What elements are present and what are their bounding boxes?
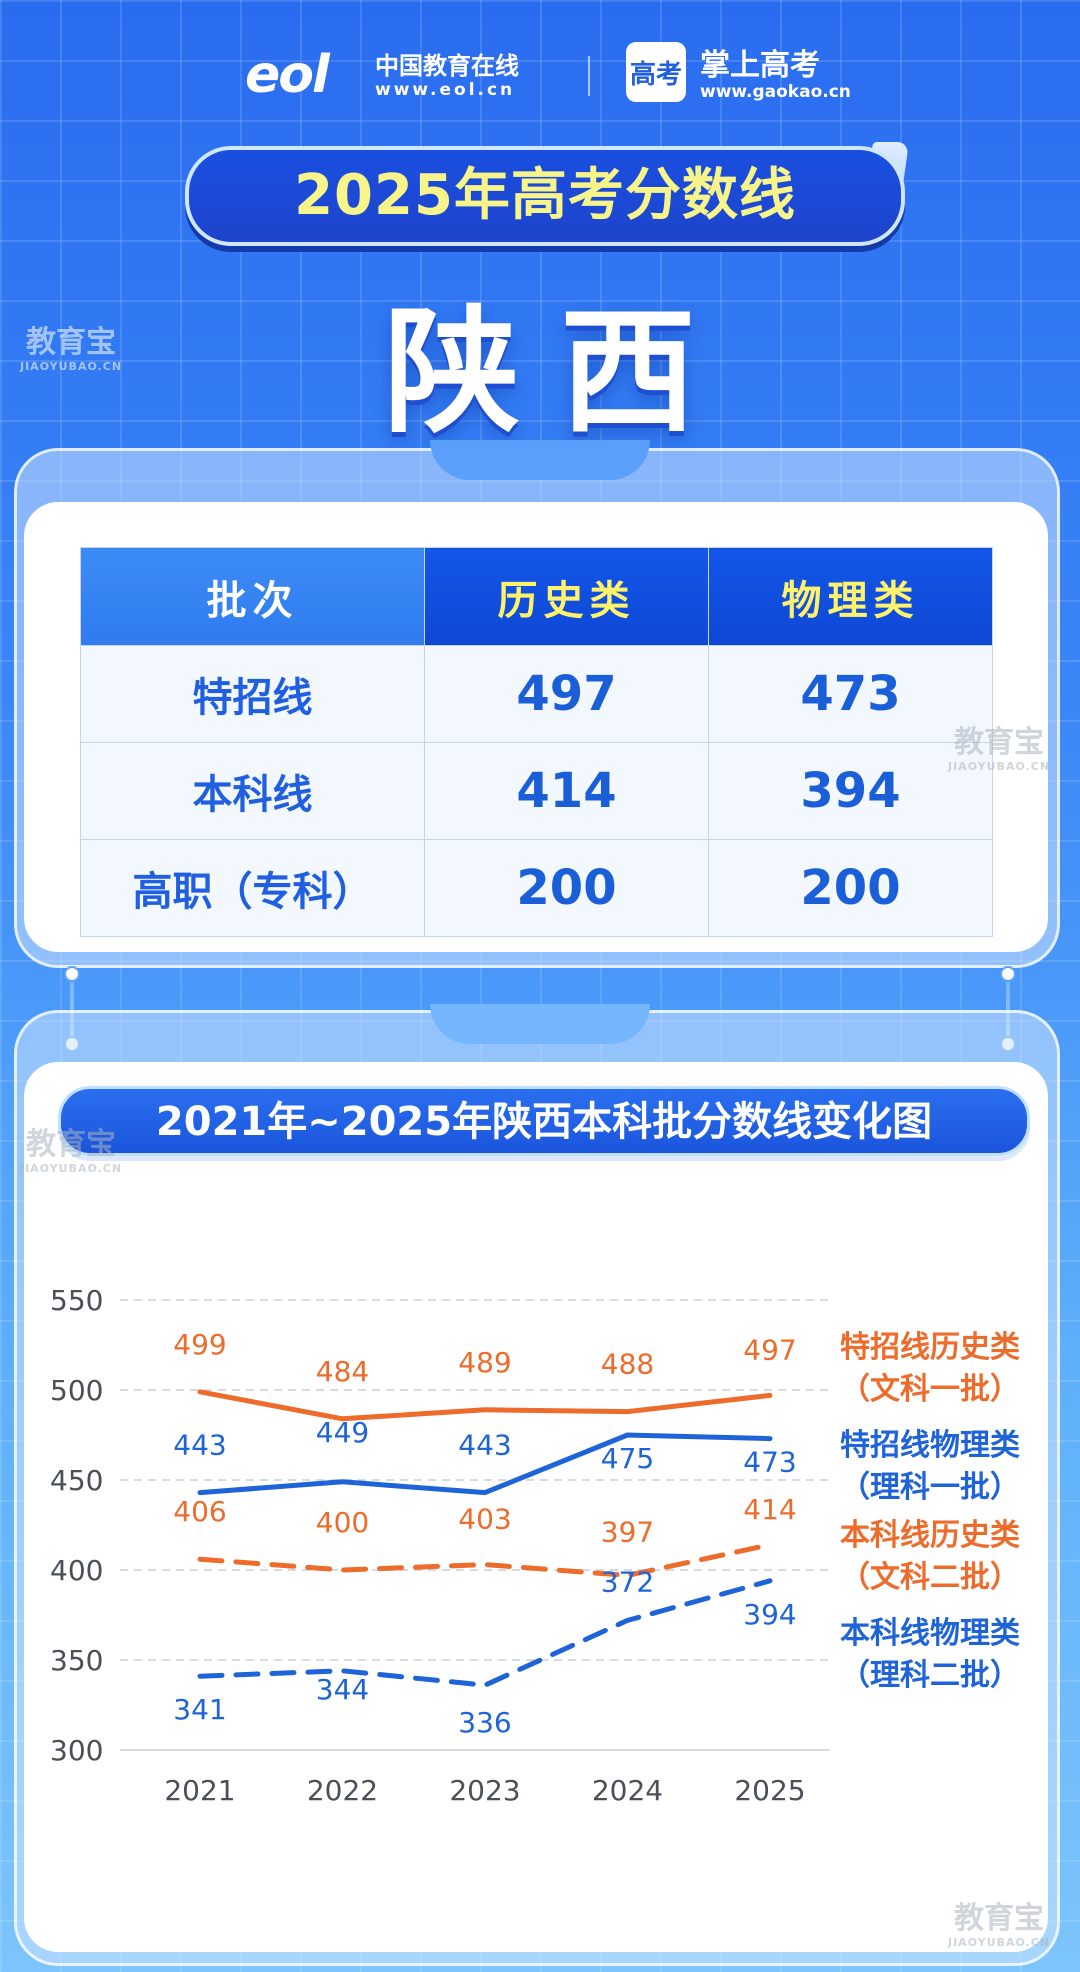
legend-label: 特招线历史类: [840, 1330, 1020, 1365]
eol-brand[interactable]: eol 中国教育在线 www.eol.cn: [245, 42, 555, 108]
watermark: 教育宝 JIAOYUBAO.CN: [20, 1127, 123, 1176]
data-label: 403: [458, 1503, 511, 1536]
card-connector: [1006, 970, 1010, 1048]
watermark-sub: JIAOYUBAO.CN: [20, 360, 123, 373]
row-label: 本科线: [80, 742, 425, 840]
eol-brand-name: 中国教育在线: [375, 52, 519, 80]
chart-title-banner: 2021年~2025年陕西本科批分数线变化图: [58, 1086, 1030, 1156]
chart-card: [24, 1062, 1048, 1952]
x-tick-label: 2024: [592, 1774, 663, 1807]
header-physics: 物理类: [708, 547, 993, 646]
legend-sublabel: （文科二批）: [840, 1560, 1020, 1595]
data-label: 475: [601, 1442, 654, 1475]
series-line: [197, 1578, 773, 1688]
data-label: 414: [743, 1493, 796, 1526]
legend-label: 特招线物理类: [840, 1428, 1020, 1463]
legend-label: 本科线历史类: [840, 1518, 1020, 1553]
y-tick-label: 550: [50, 1284, 103, 1317]
history-score: 200: [424, 839, 709, 937]
data-label: 443: [458, 1429, 511, 1462]
table-row: 高职（专科） 200 200: [80, 839, 993, 937]
y-tick-label: 350: [50, 1644, 103, 1677]
data-label: 499: [173, 1328, 226, 1361]
watermark-sub: JIAOYUBAO.CN: [948, 1936, 1051, 1949]
physics-score: 473: [708, 645, 993, 743]
data-label: 372: [601, 1565, 654, 1598]
table-row: 特招线 497 473: [80, 645, 993, 743]
data-label: 406: [173, 1495, 226, 1528]
y-tick-label: 400: [50, 1554, 103, 1587]
x-tick-label: 2025: [734, 1774, 805, 1807]
x-tick-label: 2021: [164, 1774, 235, 1807]
legend-sublabel: （文科一批）: [840, 1372, 1020, 1407]
x-tick-label: 2022: [307, 1774, 378, 1807]
watermark: 教育宝 JIAOYUBAO.CN: [948, 1901, 1051, 1950]
header-batch: 批次: [80, 547, 425, 646]
history-score: 497: [424, 645, 709, 743]
page-title: 2025年高考分数线: [294, 163, 796, 228]
data-label: 394: [743, 1598, 796, 1631]
data-label: 344: [316, 1673, 369, 1706]
legend-sublabel: （理科二批）: [840, 1658, 1020, 1693]
data-label: 497: [743, 1333, 796, 1366]
province-title: 陕西: [384, 294, 736, 452]
watermark-text: 教育宝: [26, 325, 117, 360]
watermark-sub: JIAOYUBAO.CN: [948, 760, 1051, 773]
legend-sublabel: （理科一批）: [840, 1470, 1020, 1505]
y-tick-label: 300: [50, 1734, 103, 1767]
series-line: [197, 1389, 773, 1422]
title-banner: 2025年高考分数线: [185, 146, 905, 246]
card-notch: [430, 1004, 650, 1044]
data-label: 400: [316, 1506, 369, 1539]
y-tick-label: 500: [50, 1374, 103, 1407]
connector-dot: [64, 966, 80, 982]
row-label: 特招线: [80, 645, 425, 743]
series-line: [197, 1432, 773, 1496]
watermark-text: 教育宝: [954, 1901, 1045, 1936]
data-label: 484: [316, 1355, 369, 1388]
physics-score: 394: [708, 742, 993, 840]
data-label: 449: [316, 1416, 369, 1449]
row-label: 高职（专科）: [80, 839, 425, 937]
data-label: 336: [458, 1706, 511, 1739]
physics-score: 200: [708, 839, 993, 937]
legend-label: 本科线物理类: [840, 1616, 1020, 1651]
score-table: 批次 历史类 物理类 特招线 497 473 本科线 414 394 高职（专科…: [80, 547, 993, 937]
brand-divider: [588, 56, 590, 96]
data-label: 473: [743, 1446, 796, 1479]
watermark-sub: JIAOYUBAO.CN: [20, 1162, 123, 1175]
header-history: 历史类: [424, 547, 709, 646]
connector-dot: [1000, 966, 1016, 982]
eol-logo: eol: [245, 45, 330, 105]
watermark: 教育宝 JIAOYUBAO.CN: [948, 725, 1051, 774]
data-label: 341: [173, 1693, 226, 1726]
data-label: 489: [458, 1346, 511, 1379]
y-tick-label: 450: [50, 1464, 103, 1497]
watermark-text: 教育宝: [26, 1127, 117, 1162]
gaokao-brand-url: www.gaokao.cn: [700, 82, 851, 102]
gaokao-brand[interactable]: 高考 掌上高考 www.gaokao.cn: [626, 40, 866, 106]
data-label: 488: [601, 1348, 654, 1381]
watermark-text: 教育宝: [954, 725, 1045, 760]
eol-brand-url: www.eol.cn: [375, 80, 516, 100]
gaokao-logo: 高考: [626, 42, 686, 102]
data-label: 397: [601, 1515, 654, 1548]
table-header-row: 批次 历史类 物理类: [80, 547, 993, 646]
x-tick-label: 2023: [449, 1774, 520, 1807]
card-notch: [430, 440, 650, 480]
gaokao-brand-name: 掌上高考: [700, 48, 820, 83]
chart-title: 2021年~2025年陕西本科批分数线变化图: [155, 1099, 933, 1145]
series-line: [197, 1542, 773, 1578]
watermark: 教育宝 JIAOYUBAO.CN: [20, 325, 123, 374]
card-connector: [70, 970, 74, 1048]
data-label: 443: [173, 1429, 226, 1462]
